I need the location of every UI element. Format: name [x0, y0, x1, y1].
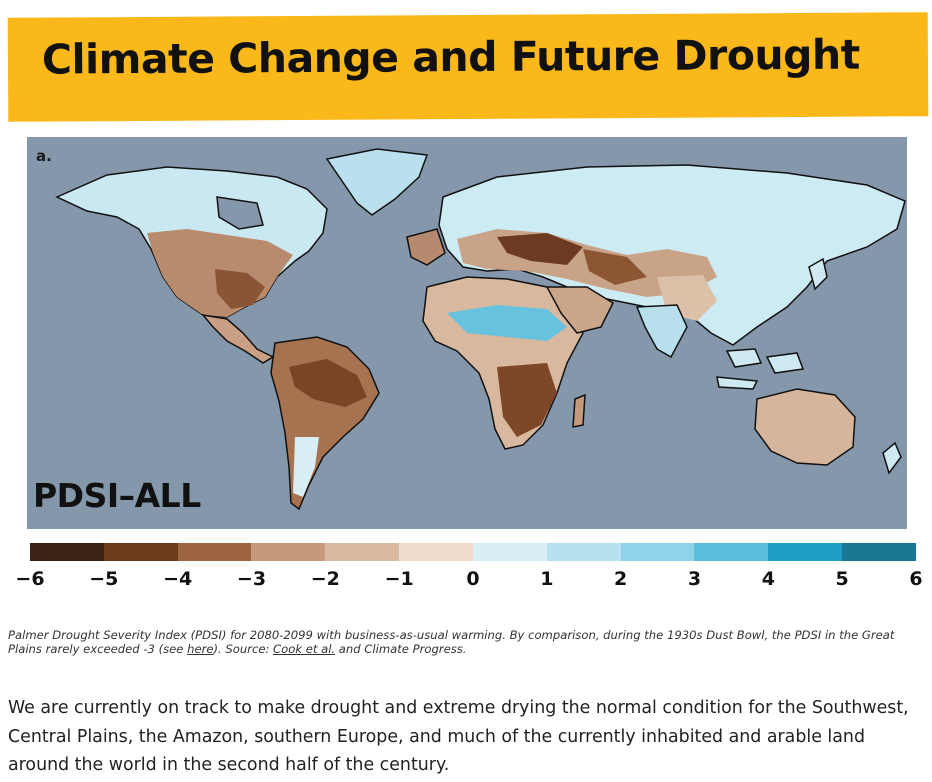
title-banner: Climate Change and Future Drought — [7, 12, 929, 122]
colorbar-segment — [30, 543, 104, 561]
colorbar-tick-label: 2 — [614, 568, 628, 590]
eurasia — [406, 164, 906, 346]
colorbar-tick-label: 3 — [687, 568, 702, 590]
colorbar-segment — [842, 543, 916, 561]
madagascar — [572, 393, 586, 428]
colorbar-tick-label: −6 — [15, 568, 45, 590]
north-america — [55, 166, 328, 364]
colorbar-segment — [546, 543, 621, 561]
colorbar-segment — [103, 543, 178, 561]
colorbar-segment — [768, 543, 843, 561]
south-america — [270, 336, 380, 511]
colorbar — [30, 543, 916, 561]
caption-text-2: ). Source: — [213, 642, 274, 656]
colorbar-tick-label: −5 — [89, 568, 119, 590]
colorbar-tick-label: −1 — [384, 568, 414, 590]
map-label: PDSI–ALL — [33, 476, 201, 515]
pdsi-world-map — [27, 137, 907, 529]
colorbar-tick-label: 5 — [835, 568, 849, 590]
japan — [808, 257, 828, 291]
map-svg — [27, 137, 907, 529]
caption-link-here[interactable]: here — [187, 642, 214, 656]
colorbar-segment — [251, 543, 326, 561]
greenland — [325, 148, 429, 216]
colorbar-tick-label: 4 — [761, 568, 775, 590]
panel-letter: a. — [36, 147, 52, 165]
caption-link-cook[interactable]: Cook et al. — [273, 642, 336, 656]
colorbar-segment — [399, 543, 473, 561]
colorbar-segment — [472, 543, 547, 561]
middle-east — [545, 286, 614, 334]
colorbar-tick-label: 0 — [466, 568, 480, 590]
colorbar-segment — [694, 543, 769, 561]
australia — [754, 388, 856, 466]
colorbar-segment — [177, 543, 252, 561]
colorbar-segment — [325, 543, 400, 561]
caption-text-1: Palmer Drought Severity Index (PDSI) for… — [8, 628, 895, 656]
colorbar-tick-label: −4 — [163, 568, 193, 590]
india — [635, 304, 688, 359]
colorbar-tick-label: −2 — [310, 568, 340, 590]
colorbar-segment — [620, 543, 695, 561]
maritime-asia — [716, 348, 805, 390]
colorbar-tick-label: 1 — [540, 568, 554, 590]
new-zealand — [882, 441, 902, 475]
colorbar-tick-label: −3 — [236, 568, 267, 590]
caption-text-3: and Climate Progress. — [335, 642, 467, 656]
colorbar-tick-label: 6 — [909, 568, 923, 590]
colorbar-ticks: −6 −5 −4 −3 −2 −1 0 1 2 3 4 5 6 — [0, 568, 932, 596]
africa — [422, 276, 584, 450]
body-paragraph: We are currently on track to make drough… — [8, 698, 909, 775]
figure-caption: Palmer Drought Severity Index (PDSI) for… — [8, 628, 924, 656]
page-title: Climate Change and Future Drought — [41, 30, 860, 84]
